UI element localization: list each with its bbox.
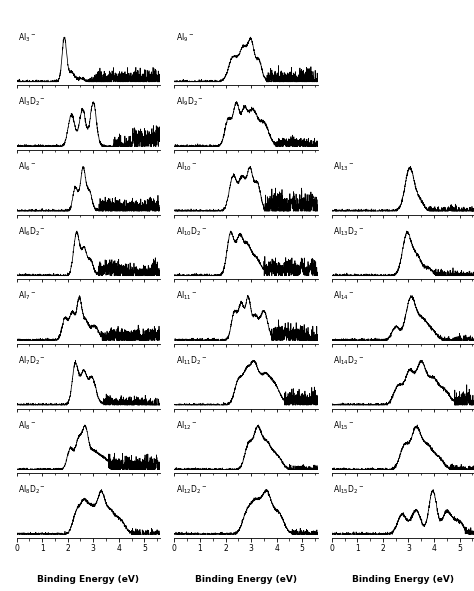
Text: Al$_8$D$_2$$^-$: Al$_8$D$_2$$^-$ xyxy=(18,484,46,496)
Text: Al$_9$$^-$: Al$_9$$^-$ xyxy=(176,31,194,44)
Text: Al$_{12}$$^-$: Al$_{12}$$^-$ xyxy=(176,419,198,431)
Text: Al$_{11}$D$_2$$^-$: Al$_{11}$D$_2$$^-$ xyxy=(176,355,207,367)
Text: Al$_{13}$D$_2$$^-$: Al$_{13}$D$_2$$^-$ xyxy=(333,225,365,238)
Text: Al$_{11}$$^-$: Al$_{11}$$^-$ xyxy=(176,290,198,303)
Text: Al$_{12}$D$_2$$^-$: Al$_{12}$D$_2$$^-$ xyxy=(176,484,207,496)
Text: Al$_{15}$D$_2$$^-$: Al$_{15}$D$_2$$^-$ xyxy=(333,484,365,496)
Text: Al$_7$D$_2$$^-$: Al$_7$D$_2$$^-$ xyxy=(18,355,46,367)
Text: Al$_{15}$$^-$: Al$_{15}$$^-$ xyxy=(333,419,355,431)
Text: Al$_{13}$$^-$: Al$_{13}$$^-$ xyxy=(333,161,355,173)
Text: Al$_3$$^-$: Al$_3$$^-$ xyxy=(18,31,36,44)
Text: Al$_{10}$D$_2$$^-$: Al$_{10}$D$_2$$^-$ xyxy=(176,225,207,238)
Text: Al$_8$$^-$: Al$_8$$^-$ xyxy=(18,419,36,431)
Text: Binding Energy (eV): Binding Energy (eV) xyxy=(37,575,139,584)
Text: Al$_7$$^-$: Al$_7$$^-$ xyxy=(18,290,36,303)
Text: Al$_6$$^-$: Al$_6$$^-$ xyxy=(18,161,36,173)
Text: Al$_9$D$_2$$^-$: Al$_9$D$_2$$^-$ xyxy=(176,96,204,109)
Text: Al$_{14}$D$_2$$^-$: Al$_{14}$D$_2$$^-$ xyxy=(333,355,365,367)
Text: Binding Energy (eV): Binding Energy (eV) xyxy=(352,575,455,584)
Text: Al$_{10}$$^-$: Al$_{10}$$^-$ xyxy=(176,161,198,173)
Text: Binding Energy (eV): Binding Energy (eV) xyxy=(195,575,297,584)
Text: Al$_3$D$_2$$^-$: Al$_3$D$_2$$^-$ xyxy=(18,96,46,109)
Text: Al$_6$D$_2$$^-$: Al$_6$D$_2$$^-$ xyxy=(18,225,46,238)
Text: Al$_{14}$$^-$: Al$_{14}$$^-$ xyxy=(333,290,355,303)
